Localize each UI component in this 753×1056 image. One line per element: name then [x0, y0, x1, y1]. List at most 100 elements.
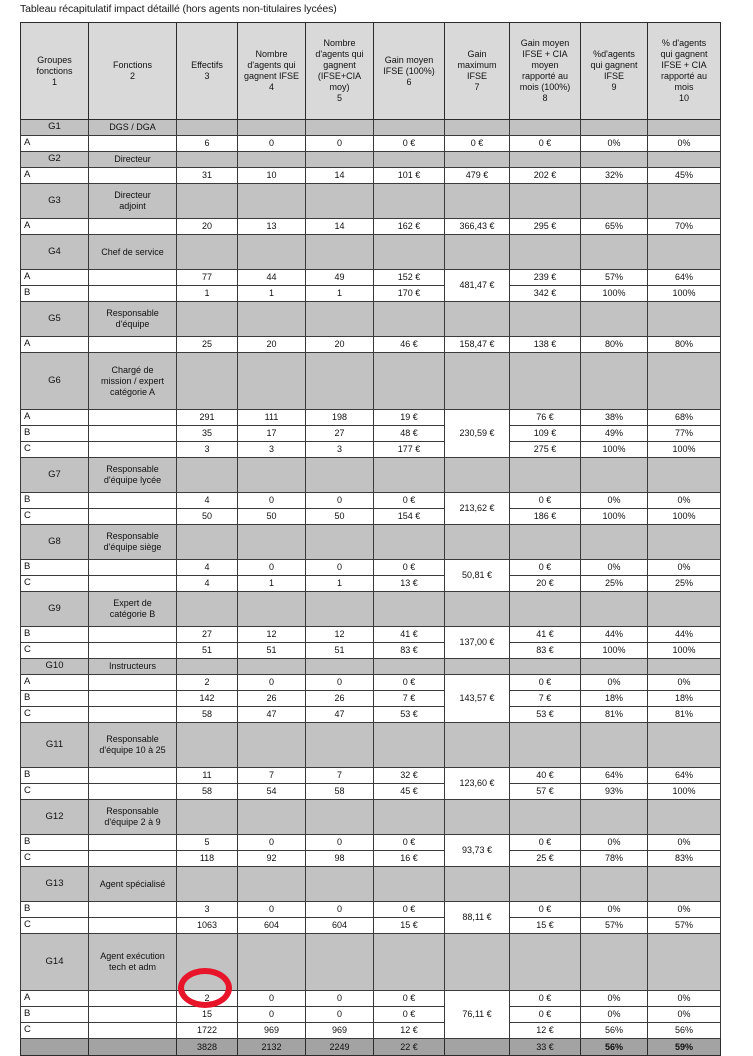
cell-pct_ifse_cia: 64% — [647, 767, 721, 784]
cell-gain_moy_cia_mois: 202 € — [509, 167, 581, 184]
row-category: B — [20, 834, 89, 851]
group-empty-cell — [237, 119, 306, 136]
cell-effectifs: 2 — [176, 990, 238, 1007]
total-gain-moy-cia-mois: 33 € — [509, 1038, 581, 1056]
group-empty-cell — [444, 234, 510, 270]
table-row: A 25 20 20 46 €158,47 €138 €80% 80% — [20, 336, 721, 353]
cell-gain_moy_cia_mois: 342 € — [509, 285, 581, 302]
group-header-row: G8 Responsable d'équipe siège — [20, 524, 721, 560]
cell-pct_ifse: 100% — [580, 508, 648, 525]
cell-pct_ifse: 25% — [580, 575, 648, 592]
cell-pct_ifse_cia: 83% — [647, 850, 721, 867]
cell-effectifs: 25 — [176, 336, 238, 353]
cell-pct_ifse: 0% — [580, 559, 648, 576]
column-header-line: Gain moyen — [520, 38, 570, 48]
row-category: C — [20, 850, 89, 867]
column-header-line: d'agents qui — [315, 49, 364, 59]
group-empty-cell — [237, 183, 306, 219]
column-header-line: 9 — [611, 82, 617, 92]
table-header: Groupes fonctions 1 Fonctions 2 Effectifs 3 Nom… — [20, 22, 721, 120]
cell-gain_moy_cia_mois: 0 € — [509, 492, 581, 509]
group-empty-cell — [237, 457, 306, 493]
group-empty-cell — [237, 591, 306, 627]
table-row: C 1063 604 604 15 €15 €57% 57% — [20, 917, 721, 934]
table-body: G1 DGS / DGA A 6 0 0 0 €0 €0 €0% 0% G2 Directeur A… — [20, 119, 721, 1056]
group-code-G4: G4 — [20, 234, 89, 270]
group-header-row: G11 Responsable d'équipe 10 à 25 — [20, 722, 721, 768]
table-row: A 31 10 14 101 €479 €202 €32% 45% — [20, 167, 721, 184]
group-empty-cell — [509, 591, 581, 627]
group-empty-cell — [305, 183, 374, 219]
column-header-5: Nombre d'agents qui gagnent (IFSE+CIA moy) 5 — [305, 22, 374, 120]
cell-pct_ifse_cia: 100% — [647, 783, 721, 800]
cell-gain_moy_cia_mois: 40 € — [509, 767, 581, 784]
cell-pct_ifse: 0% — [580, 1006, 648, 1023]
cell-nb_ifse: 1 — [237, 285, 306, 302]
group-function-line: DGS / DGA — [109, 122, 156, 132]
cell-gain_moy_ifse: 48 € — [373, 425, 445, 442]
group-empty-cell — [647, 119, 721, 136]
cell-nb_ifse_cia: 3 — [305, 441, 374, 458]
group-function-line: tech et adm — [108, 962, 157, 972]
cell-gain_moy_ifse: 0 € — [373, 834, 445, 851]
row-function-blank — [88, 1022, 177, 1039]
cell-pct_ifse: 100% — [580, 642, 648, 659]
cell-gain_moy_cia_mois: 0 € — [509, 834, 581, 851]
cell-effectifs: 35 — [176, 425, 238, 442]
cell-gain-max: 230,59 € — [444, 409, 510, 458]
group-empty-cell — [509, 352, 581, 410]
cell-pct_ifse: 49% — [580, 425, 648, 442]
group-empty-cell — [373, 933, 445, 991]
group-function-name: Chargé de mission / expert catégorie A — [88, 352, 177, 410]
cell-gain_moy_ifse: 0 € — [373, 492, 445, 509]
cell-nb_ifse_cia: 58 — [305, 783, 374, 800]
row-category: B — [20, 285, 89, 302]
group-empty-cell — [373, 119, 445, 136]
group-empty-cell — [176, 457, 238, 493]
column-header-line: IFSE + CIA — [522, 49, 568, 59]
cell-pct_ifse_cia: 0% — [647, 990, 721, 1007]
table-row: A 291 111 198 19 €230,59 €76 €38% 68% — [20, 409, 721, 458]
cell-gain-max: 0 € — [444, 135, 510, 152]
table-row: B 11 7 7 32 €123,60 €40 €64% 64% — [20, 767, 721, 800]
column-header-line: 8 — [542, 93, 548, 103]
cell-nb_ifse: 0 — [237, 559, 306, 576]
cell-gain-max: 481,47 € — [444, 269, 510, 302]
group-code-G12: G12 — [20, 799, 89, 835]
column-header-line: Gain — [467, 49, 487, 59]
group-empty-cell — [176, 301, 238, 337]
row-function-blank — [88, 409, 177, 426]
group-empty-cell — [373, 591, 445, 627]
group-header-row: G13 Agent spécialisé — [20, 866, 721, 902]
group-header-row: G1 DGS / DGA — [20, 119, 721, 136]
table-row: C 50 50 50 154 €186 €100% 100% — [20, 508, 721, 525]
cell-gain_moy_ifse: 101 € — [373, 167, 445, 184]
row-category: A — [20, 990, 89, 1007]
table-row: B 27 12 12 41 €137,00 €41 €44% 44% — [20, 626, 721, 659]
row-function-blank — [88, 706, 177, 723]
total-nb-ifse-cia: 2249 — [305, 1038, 374, 1056]
group-function-line: d'équipe — [115, 319, 150, 329]
row-category: B — [20, 767, 89, 784]
group-function-line: Agent spécialisé — [99, 878, 166, 889]
group-empty-cell — [176, 591, 238, 627]
table-row: C 3 3 3 177 €275 €100% 100% — [20, 441, 721, 458]
cell-nb_ifse: 7 — [237, 767, 306, 784]
cell-gain_moy_ifse: 0 € — [373, 1006, 445, 1023]
group-empty-cell — [237, 151, 306, 168]
group-empty-cell — [237, 658, 306, 675]
cell-nb_ifse: 13 — [237, 218, 306, 235]
cell-nb_ifse: 969 — [237, 1022, 306, 1039]
group-code-G14: G14 — [20, 933, 89, 991]
row-function-blank — [88, 690, 177, 707]
group-empty-cell — [444, 722, 510, 768]
column-header-line: Fonctions — [112, 60, 153, 70]
cell-nb_ifse_cia: 0 — [305, 1006, 374, 1023]
cell-nb_ifse_cia: 0 — [305, 834, 374, 851]
cell-gain_moy_ifse: 154 € — [373, 508, 445, 525]
cell-gain_moy_cia_mois: 186 € — [509, 508, 581, 525]
cell-pct_ifse: 57% — [580, 917, 648, 934]
column-header-line: IFSE — [466, 71, 487, 81]
group-empty-cell — [580, 457, 648, 493]
